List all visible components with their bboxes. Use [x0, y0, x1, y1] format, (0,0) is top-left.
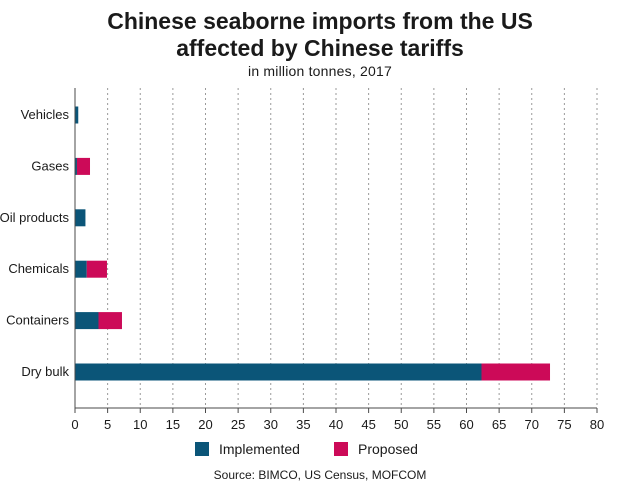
legend-label-proposed: Proposed [358, 441, 418, 457]
bar-gases-proposed [76, 157, 91, 175]
x-tick-label: 80 [590, 417, 604, 432]
bar-chemicals-implemented [75, 260, 87, 278]
legend-item-implemented: Implemented [195, 441, 300, 457]
x-tick-label: 20 [198, 417, 212, 432]
bar-dry-bulk-proposed [481, 363, 551, 381]
legend-item-proposed: Proposed [334, 441, 418, 457]
legend: Implemented Proposed [0, 441, 640, 461]
source-note: Source: BIMCO, US Census, MOFCOM [213, 468, 427, 482]
x-tick-label: 15 [166, 417, 180, 432]
x-tick-label: 45 [361, 417, 375, 432]
bar-gases-implemented [75, 157, 77, 175]
x-tick-label: 40 [329, 417, 343, 432]
category-label: Dry bulk [21, 364, 69, 379]
category-label: Containers [6, 313, 69, 328]
category-label: Gases [31, 158, 69, 173]
chart-title-line-2: affected by Chinese tariffs [176, 35, 464, 61]
bar-chemicals-proposed [86, 260, 107, 278]
x-tick-label: 65 [492, 417, 506, 432]
legend-label-implemented: Implemented [219, 441, 300, 457]
legend-swatch-implemented [195, 442, 209, 456]
x-tick-label: 50 [394, 417, 408, 432]
x-tick-label: 0 [71, 417, 78, 432]
chart-title-line-1: Chinese seaborne imports from the US [107, 8, 533, 34]
category-label: Oil products [0, 210, 69, 225]
x-tick-label: 70 [525, 417, 539, 432]
chart-subtitle: in million tonnes, 2017 [248, 63, 392, 79]
bar-chart: Vehicles Gases Oil products Chemicals Contai… [0, 88, 604, 432]
x-tick-label: 25 [231, 417, 245, 432]
x-tick-label: 5 [104, 417, 111, 432]
x-tick-label: 30 [264, 417, 278, 432]
legend-swatch-proposed [334, 442, 348, 456]
bar-oil-products-implemented [75, 209, 86, 227]
x-tick-label: 10 [133, 417, 147, 432]
x-tick-label: 55 [427, 417, 441, 432]
x-tick-label: 35 [296, 417, 310, 432]
x-tick-label: 60 [459, 417, 473, 432]
category-label: Vehicles [21, 107, 70, 122]
bar-containers-proposed [98, 312, 122, 330]
bar-containers-implemented [75, 312, 99, 330]
bar-dry-bulk-implemented [75, 363, 482, 381]
category-label: Chemicals [8, 261, 69, 276]
x-tick-label: 75 [557, 417, 571, 432]
bar-vehicles-implemented [75, 106, 79, 124]
